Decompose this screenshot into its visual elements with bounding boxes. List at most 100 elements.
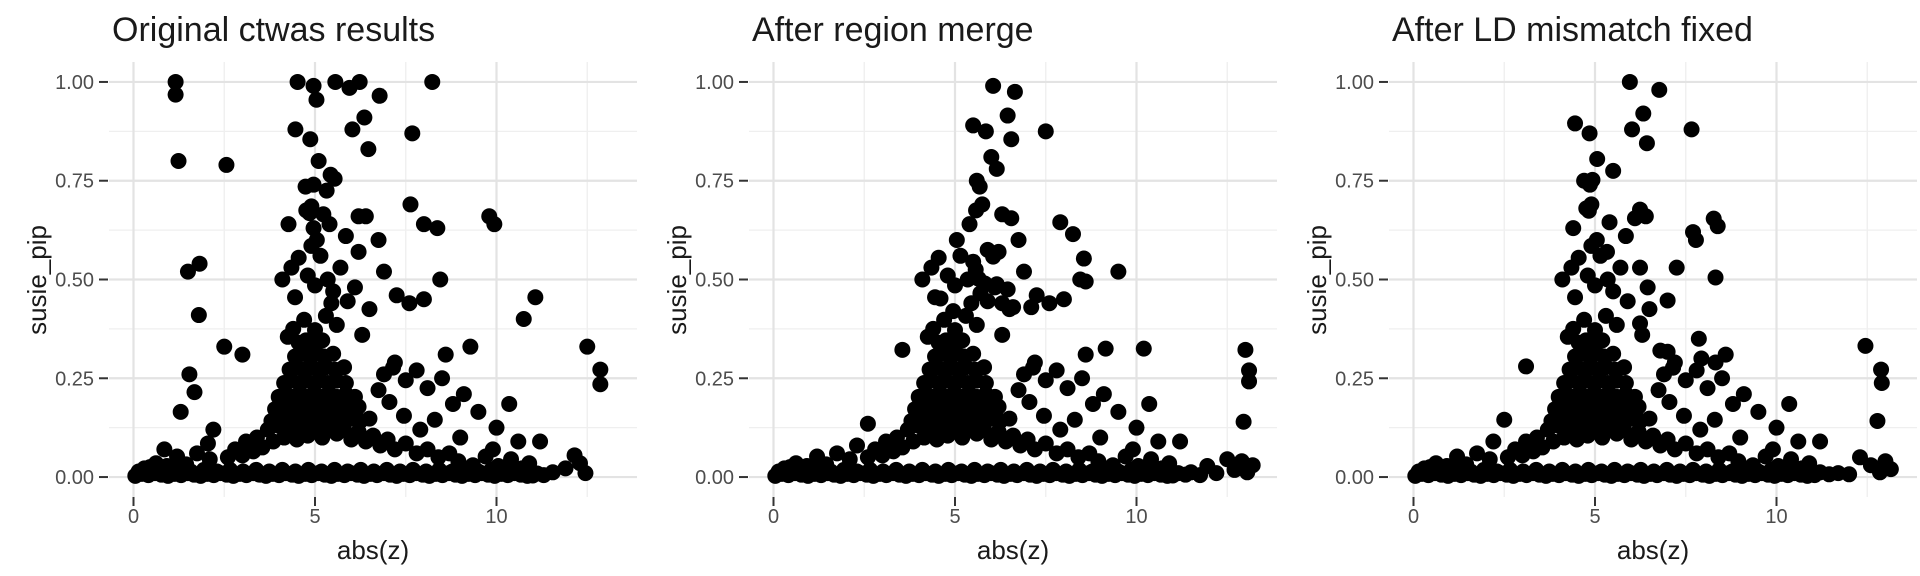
data-point <box>156 441 173 458</box>
data-point <box>1873 361 1890 378</box>
data-point <box>205 421 222 438</box>
data-point <box>261 463 278 480</box>
data-point <box>1768 419 1785 436</box>
data-point <box>402 196 419 213</box>
data-point <box>1619 463 1636 480</box>
data-point <box>1496 411 1513 428</box>
data-point <box>953 463 970 480</box>
data-point <box>397 435 414 452</box>
data-point <box>419 380 436 397</box>
data-point <box>954 429 971 446</box>
data-point <box>1077 273 1094 290</box>
x-tick-label: 10 <box>1765 506 1787 528</box>
x-tick-label: 10 <box>485 506 507 528</box>
data-point <box>1037 372 1054 389</box>
y-axis-title: susie_pip <box>22 225 52 335</box>
data-point <box>1721 445 1738 462</box>
data-point <box>361 301 378 318</box>
data-point <box>1570 249 1587 266</box>
data-point <box>346 388 363 405</box>
data-point <box>1071 461 1088 478</box>
data-point <box>189 445 206 462</box>
y-tick-label: 0.50 <box>1335 270 1374 292</box>
data-point <box>354 326 371 343</box>
data-point <box>1143 451 1160 468</box>
y-axis-title: susie_pip <box>1302 225 1332 335</box>
data-point <box>1081 445 1098 462</box>
data-point <box>965 345 982 362</box>
data-point <box>1635 105 1652 122</box>
data-point <box>1608 316 1625 333</box>
data-point <box>395 407 412 424</box>
data-point <box>1638 135 1655 152</box>
data-point <box>592 361 609 378</box>
data-point <box>327 73 344 90</box>
data-point <box>1659 292 1676 309</box>
data-point <box>862 461 879 478</box>
data-point <box>325 345 342 362</box>
data-point <box>1485 433 1502 450</box>
data-point <box>1135 340 1152 357</box>
data-point <box>925 320 942 337</box>
data-point <box>248 461 265 478</box>
data-point <box>1783 451 1800 468</box>
data-point <box>1605 283 1622 300</box>
data-point <box>1064 226 1081 243</box>
data-point <box>1488 463 1505 480</box>
panel-title: After LD mismatch fixed <box>1392 11 1753 49</box>
data-point <box>426 411 443 428</box>
data-point <box>429 220 446 237</box>
data-point <box>1735 386 1752 403</box>
data-point <box>1055 291 1072 308</box>
data-point <box>339 293 356 310</box>
data-point <box>484 441 501 458</box>
axis-ticks <box>99 80 498 506</box>
data-point <box>1632 201 1649 218</box>
data-point <box>190 307 207 324</box>
data-point <box>1632 259 1649 276</box>
data-point <box>859 415 876 432</box>
data-point <box>1005 299 1022 316</box>
data-point <box>976 359 993 376</box>
y-tick-label: 0.25 <box>1335 368 1374 390</box>
data-point <box>1128 419 1145 436</box>
tick-labels: 0 5 10 0.00 0.25 0.50 0.75 1.00 <box>1335 72 1788 528</box>
data-point <box>444 395 461 412</box>
panel-svg-region-merge: 0 5 10 0.00 0.25 0.50 0.75 1.00 After region me… <box>662 11 1277 565</box>
data-point <box>1665 359 1682 376</box>
data-point <box>1580 202 1597 219</box>
data-point <box>1458 456 1475 473</box>
data-point <box>901 463 918 480</box>
data-point <box>287 463 304 480</box>
y-tick-label: 0.75 <box>695 171 734 193</box>
data-point <box>285 320 302 337</box>
x-axis-title: abs(z) <box>1617 535 1689 565</box>
x-axis-title: abs(z) <box>337 535 409 565</box>
data-point <box>532 433 549 450</box>
data-point <box>1770 457 1787 474</box>
data-point <box>401 295 418 312</box>
data-point <box>325 283 342 300</box>
data-point <box>191 255 208 272</box>
data-point <box>179 263 196 280</box>
data-point <box>957 307 974 324</box>
data-point <box>1010 382 1027 399</box>
data-point <box>1764 441 1781 458</box>
data-point <box>592 376 609 393</box>
data-point <box>470 403 487 420</box>
data-point <box>431 461 448 478</box>
data-point <box>1567 289 1584 306</box>
data-point <box>961 216 978 233</box>
data-point <box>1626 388 1643 405</box>
data-point <box>914 271 931 288</box>
data-point <box>544 464 561 481</box>
x-tick-label: 5 <box>949 506 960 528</box>
x-tick-label: 10 <box>1125 506 1147 528</box>
y-tick-label: 1.00 <box>1335 72 1374 94</box>
data-point <box>1605 162 1622 179</box>
data-point <box>280 216 297 233</box>
data-point <box>1707 269 1724 286</box>
data-point <box>1668 259 1685 276</box>
data-point <box>305 77 322 94</box>
x-tick-label: 0 <box>768 506 779 528</box>
